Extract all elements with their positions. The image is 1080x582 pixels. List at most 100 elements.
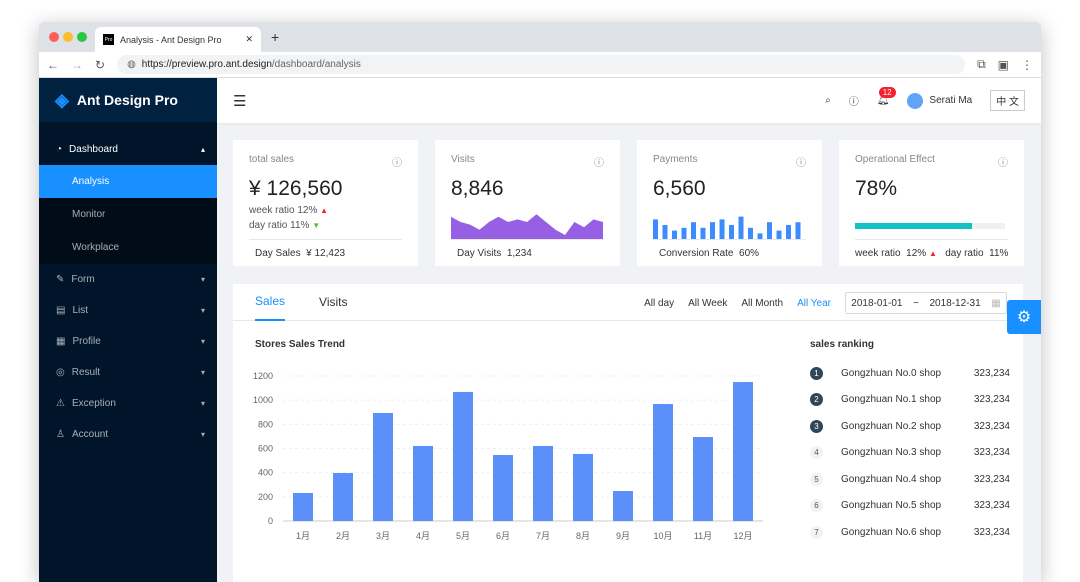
brand-name: Ant Design Pro xyxy=(76,92,178,108)
bar[interactable] xyxy=(653,404,673,521)
sidebar-item-profile[interactable]: ▦ Profile ▾ xyxy=(39,326,217,357)
new-tab-button[interactable]: + xyxy=(271,29,280,45)
bar[interactable] xyxy=(533,445,553,521)
sidebar-item-result[interactable]: ◎ Result ▾ xyxy=(39,357,217,388)
footer-value: 60% xyxy=(739,247,760,259)
tab-sales[interactable]: Sales xyxy=(255,284,286,321)
range-all-day[interactable]: All day xyxy=(644,297,675,309)
ranking-item: 2 Gongzhuan No.1 shop 323,234 xyxy=(810,387,1010,414)
search-icon[interactable]: ⌕ xyxy=(825,95,831,106)
back-icon[interactable]: ← xyxy=(47,57,59,72)
chevron-up-icon: ▴ xyxy=(200,145,205,154)
date-range-picker[interactable]: 2018-01-01 ~2018-12-31 ▦ xyxy=(845,292,1007,314)
bar[interactable] xyxy=(733,382,753,521)
bar[interactable] xyxy=(413,445,433,521)
chart-title: Stores Sales Trend xyxy=(255,339,346,350)
brand-logo[interactable]: ◈ Ant Design Pro xyxy=(39,78,217,122)
table-icon: ▤ xyxy=(56,305,66,316)
bar[interactable] xyxy=(453,391,473,521)
ranking-item: 3 Gongzhuan No.2 shop 323,234 xyxy=(810,413,1010,440)
range-all-year[interactable]: All Year xyxy=(797,297,831,309)
browser-tab[interactable]: Pro Analysis - Ant Design Pro ✕ xyxy=(95,27,261,52)
sidebar-item-list[interactable]: ▤ List ▾ xyxy=(39,295,217,326)
day-value: 11% xyxy=(989,247,1008,259)
notification-bell[interactable]: 🔔︎ 12 xyxy=(876,87,896,106)
user-menu[interactable]: Serati Ma xyxy=(907,92,972,109)
sidebar-item-analysis[interactable]: Analysis xyxy=(39,165,217,198)
sidebar-item-form[interactable]: ✎ Form ▾ xyxy=(39,264,217,295)
sidebar-item-exception[interactable]: ⚠ Exception ▾ xyxy=(39,388,217,419)
address-bar: ← → ↻ ◍ https://preview.pro.ant.design/dash… xyxy=(39,52,1041,78)
favicon: Pro xyxy=(103,34,114,45)
range-all-month[interactable]: All Month xyxy=(741,297,784,309)
payment-bar xyxy=(776,230,782,239)
y-tick-label: 400 xyxy=(258,468,273,478)
sales-bar-chart: 0 200 400 600 800 1000 1200 1月 2月 3月 4月 5月 6月 7月 8月 9月 1… xyxy=(253,371,763,541)
day-value: 11% xyxy=(290,220,310,231)
week-value: 12% xyxy=(297,205,318,216)
shop-value: 323,234 xyxy=(973,500,1010,512)
sidebar-item-dashboard[interactable]: ◔ Dashboard ▴ xyxy=(39,134,217,165)
minimize-window-button[interactable] xyxy=(63,32,73,42)
profile-icon[interactable]: ▣ xyxy=(997,57,1009,72)
rank-badge: 7 xyxy=(810,525,823,539)
x-tick-label: 9月 xyxy=(616,531,630,541)
date-start: 2018-01-01 xyxy=(851,297,903,309)
bar[interactable] xyxy=(573,453,593,521)
sales-panel: Sales Visits All day All Week All Month … xyxy=(233,284,1023,582)
close-tab-icon[interactable]: ✕ xyxy=(245,34,253,44)
menu-fold-icon[interactable]: ☰ xyxy=(233,92,247,110)
info-icon[interactable]: ⓘ xyxy=(594,158,604,169)
range-all-week[interactable]: All Week xyxy=(688,297,728,309)
y-tick-label: 200 xyxy=(258,492,273,502)
x-tick-label: 2月 xyxy=(336,531,350,541)
card-value: 6,560 xyxy=(653,177,706,200)
bar[interactable] xyxy=(493,455,513,521)
y-tick-label: 800 xyxy=(258,419,273,429)
caret-down-icon: ▼ xyxy=(312,221,321,230)
bar[interactable] xyxy=(373,412,393,521)
language-switch[interactable]: 中 文 xyxy=(990,90,1025,111)
shop-value: 323,234 xyxy=(973,394,1010,406)
translate-icon[interactable]: ⧉ xyxy=(977,57,986,71)
day-label: day ratio xyxy=(945,247,984,259)
menu-icon[interactable]: ⋮ xyxy=(1021,57,1033,72)
bar[interactable] xyxy=(333,473,353,521)
shop-name: Gongzhuan No.0 shop xyxy=(841,367,942,379)
bar[interactable] xyxy=(693,437,713,521)
sidebar-item-account[interactable]: ♙ Account ▾ xyxy=(39,419,217,450)
y-tick-label: 600 xyxy=(258,444,273,454)
bar[interactable] xyxy=(613,491,633,521)
site-info-icon[interactable]: ◍ xyxy=(127,59,136,70)
url-input[interactable]: ◍ https://preview.pro.ant.design/dashboar… xyxy=(117,55,966,74)
close-window-button[interactable] xyxy=(49,32,59,42)
card-operational-effect: Operational Effect ⓘ 78% week ratio 12% ▲… xyxy=(839,140,1024,266)
sidebar-item-monitor[interactable]: Monitor xyxy=(39,198,217,231)
bar[interactable] xyxy=(293,492,313,521)
date-end: 2018-12-31 xyxy=(929,297,981,309)
forward-icon[interactable]: → xyxy=(71,57,83,72)
settings-drawer-button[interactable]: ⚙ xyxy=(1007,300,1041,334)
ranking-item: 7 Gongzhuan No.6 shop 323,234 xyxy=(810,519,1010,546)
x-tick-label: 8月 xyxy=(576,531,590,541)
tab-visits[interactable]: Visits xyxy=(319,295,348,309)
check-circle-icon: ◎ xyxy=(56,367,65,378)
shop-value: 323,234 xyxy=(973,526,1010,538)
info-icon[interactable]: ⓘ xyxy=(796,158,806,169)
dashboard-submenu: Analysis Monitor Workplace xyxy=(39,165,217,264)
sidebar-item-label: Result xyxy=(71,367,101,378)
sidebar-item-workplace[interactable]: Workplace xyxy=(39,231,217,264)
card-title: Operational Effect xyxy=(855,154,935,165)
chevron-down-icon: ▾ xyxy=(200,275,205,284)
form-icon: ✎ xyxy=(56,274,65,285)
avatar xyxy=(907,92,924,109)
info-icon[interactable]: ⓘ xyxy=(392,158,402,169)
info-icon[interactable]: ⓘ xyxy=(998,158,1008,169)
maximize-window-button[interactable] xyxy=(77,32,87,42)
help-icon[interactable]: ⓘ xyxy=(848,97,859,108)
bell-icon: 🔔︎ xyxy=(876,95,890,106)
week-label: week ratio xyxy=(249,205,295,216)
user-icon: ♙ xyxy=(56,429,65,440)
payment-bar xyxy=(786,225,791,239)
reload-icon[interactable]: ↻ xyxy=(95,57,106,72)
